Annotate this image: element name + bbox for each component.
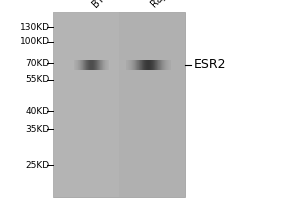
- Bar: [149, 60, 150, 70]
- Text: BT474: BT474: [90, 0, 119, 9]
- Bar: [157, 60, 158, 70]
- Bar: [148, 60, 149, 70]
- Bar: [165, 60, 166, 70]
- Bar: [134, 60, 135, 70]
- Bar: [161, 60, 162, 70]
- Bar: [132, 60, 133, 70]
- Bar: [52, 12, 119, 197]
- Bar: [141, 60, 142, 70]
- Bar: [162, 60, 163, 70]
- Text: 100KD: 100KD: [20, 38, 50, 46]
- Bar: [136, 60, 137, 70]
- Bar: [139, 60, 140, 70]
- Text: 130KD: 130KD: [20, 22, 50, 31]
- Bar: [168, 60, 169, 70]
- Text: ESR2: ESR2: [194, 58, 226, 72]
- Bar: [118, 12, 184, 197]
- Bar: [151, 60, 152, 70]
- Bar: [146, 60, 147, 70]
- Bar: [167, 60, 168, 70]
- Bar: [155, 60, 156, 70]
- Bar: [135, 60, 136, 70]
- Bar: [127, 60, 128, 70]
- Bar: [133, 60, 134, 70]
- Bar: [128, 60, 129, 70]
- Bar: [154, 60, 155, 70]
- Bar: [159, 60, 160, 70]
- Bar: [164, 60, 165, 70]
- Bar: [138, 60, 139, 70]
- Bar: [144, 60, 145, 70]
- Bar: [166, 60, 167, 70]
- Text: 70KD: 70KD: [25, 58, 50, 68]
- Bar: [152, 60, 153, 70]
- Text: 25KD: 25KD: [26, 160, 50, 169]
- Bar: [145, 60, 146, 70]
- Bar: [131, 60, 132, 70]
- Bar: [160, 60, 161, 70]
- Bar: [153, 60, 154, 70]
- Bar: [163, 60, 164, 70]
- Bar: [160, 60, 161, 70]
- Bar: [147, 60, 148, 70]
- Bar: [140, 60, 141, 70]
- Text: 55KD: 55KD: [25, 75, 50, 84]
- Bar: [156, 60, 157, 70]
- Bar: [170, 60, 171, 70]
- Bar: [143, 60, 144, 70]
- Text: Raji: Raji: [148, 0, 168, 9]
- Bar: [52, 12, 184, 197]
- Bar: [130, 60, 131, 70]
- Bar: [142, 60, 143, 70]
- Bar: [169, 60, 170, 70]
- Bar: [158, 60, 159, 70]
- Text: 40KD: 40KD: [26, 107, 50, 116]
- Bar: [137, 60, 138, 70]
- Bar: [129, 60, 130, 70]
- Text: 35KD: 35KD: [25, 124, 50, 134]
- Bar: [150, 60, 151, 70]
- Bar: [169, 60, 170, 70]
